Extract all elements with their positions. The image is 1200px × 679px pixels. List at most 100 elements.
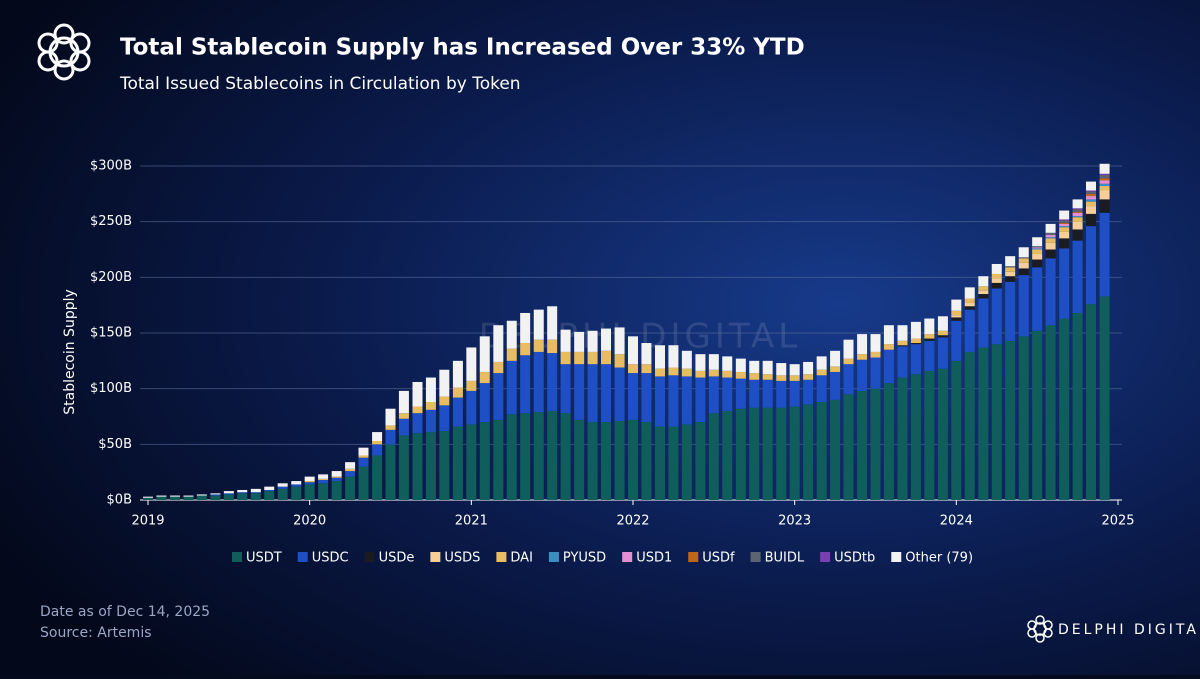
legend-swatch	[548, 552, 559, 562]
plot: $0B $50B $100B $150B $200B $250B $300B 2019 2020…	[90, 159, 1135, 529]
bar-segment	[735, 378, 746, 409]
bar-segment	[466, 347, 477, 381]
x-tick-label: 2023	[778, 514, 811, 529]
legend-swatch	[297, 552, 308, 562]
bar-segment	[708, 413, 719, 500]
bar-segment	[372, 444, 383, 456]
legend-label: USDS	[444, 551, 480, 566]
bar-segment	[1045, 223, 1056, 233]
bar-segment	[1072, 221, 1083, 230]
legend-label: Other (79)	[905, 551, 973, 566]
bar-segment	[1045, 232, 1056, 236]
chart-subtitle: Total Issued Stablecoins in Circulation …	[119, 74, 521, 94]
bar-segment	[506, 348, 517, 361]
bar-segment	[628, 336, 638, 365]
bar-segment	[883, 349, 894, 384]
bar-segment	[439, 430, 450, 500]
bar-segment	[1032, 248, 1043, 250]
bar-segment	[385, 408, 396, 426]
bar-segment	[897, 325, 908, 341]
bar-segment	[857, 390, 868, 500]
bar-segment	[1072, 216, 1083, 218]
bar-segment	[978, 290, 989, 295]
bar-segment	[749, 407, 760, 500]
bar-segment	[1005, 276, 1016, 282]
logo	[37, 23, 91, 81]
chart-title: Total Stablecoin Supply has Increased Ov…	[120, 35, 805, 61]
bar-segment	[560, 351, 571, 365]
bar-segment	[169, 495, 180, 497]
bar-segment	[681, 424, 692, 500]
y-tick-label: $200B	[90, 270, 132, 285]
bar-segment	[857, 359, 868, 391]
bar-segment	[547, 339, 558, 354]
bar-segment	[264, 489, 275, 492]
bar-segment	[1099, 199, 1110, 213]
bar-segment	[628, 364, 638, 374]
bar-segment	[749, 360, 760, 374]
bar-segment	[937, 335, 948, 338]
bar-segment	[830, 399, 841, 500]
bar-segment	[547, 410, 558, 500]
bar-segment	[789, 380, 800, 407]
bar-segment	[358, 466, 369, 500]
x-tick-label: 2022	[616, 514, 649, 529]
legend-swatch	[622, 552, 633, 562]
bar-segment	[385, 425, 396, 430]
bar-segment	[452, 360, 463, 388]
bar-segment	[439, 405, 450, 431]
bar-segment	[735, 408, 746, 500]
bar-segment	[870, 351, 881, 358]
bar-segment	[937, 330, 948, 336]
bar-segment	[1086, 213, 1097, 227]
x-tick-label: 2024	[940, 514, 973, 529]
bar-segment	[237, 492, 248, 494]
bar-segment	[816, 369, 827, 376]
bar-segment	[1099, 190, 1110, 200]
bar-segment	[291, 484, 302, 487]
bar-segment	[789, 375, 800, 381]
legend-label: USDtb	[834, 551, 875, 566]
bar-segment	[1099, 296, 1110, 500]
bar-segment	[924, 338, 935, 341]
bar-segment	[250, 493, 261, 500]
bar-segment	[425, 377, 436, 403]
bar-segment	[789, 406, 800, 500]
bar-segment	[803, 361, 814, 375]
bar-segment	[156, 496, 167, 500]
bar-segment	[830, 366, 841, 372]
bar-segment	[493, 325, 504, 362]
bar-segment	[1059, 222, 1070, 224]
bar-segment	[264, 491, 275, 500]
bar-segment	[722, 377, 733, 411]
bar-segment	[1005, 256, 1016, 267]
bar-segment	[143, 496, 153, 498]
bar-segment	[776, 407, 787, 500]
bar-segment	[1045, 237, 1056, 239]
bar-segment	[210, 493, 221, 495]
bar-segment	[964, 306, 975, 310]
bar-segment	[695, 377, 706, 423]
bar-segment	[331, 476, 342, 478]
bar-segment	[964, 309, 975, 352]
bar-segment	[560, 364, 571, 414]
bar-segment	[668, 426, 679, 500]
bar-segment	[533, 339, 544, 352]
bar-segment	[560, 329, 571, 352]
bar-segment	[654, 368, 665, 377]
bar-segment	[816, 375, 827, 403]
bar-segment	[533, 309, 544, 340]
bar-segment	[1099, 173, 1110, 175]
bar-segment	[951, 310, 962, 316]
bar-segment	[789, 364, 800, 376]
bar-segment	[910, 321, 921, 339]
y-tick-label: $150B	[90, 326, 132, 341]
bar-segment	[210, 495, 221, 500]
bar-segment	[870, 357, 881, 389]
bar-segment	[1032, 247, 1043, 249]
bar-segment	[1005, 266, 1016, 268]
bar-segment	[991, 263, 1002, 274]
bar-segment	[924, 370, 935, 500]
bar-segment	[425, 432, 436, 500]
legend-label: USDC	[312, 551, 349, 566]
